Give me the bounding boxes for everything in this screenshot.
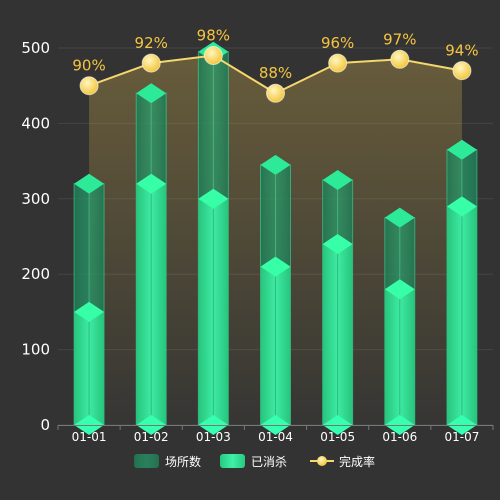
bar-done-cap (384, 279, 415, 300)
rate-point (328, 53, 348, 73)
legend-item-total: 场所数 (134, 454, 201, 469)
bar-group (384, 207, 416, 435)
x-tick-label: 01-07 (444, 430, 479, 444)
bar-group (73, 173, 105, 435)
bar-done-cap (136, 173, 167, 194)
rate-point (79, 76, 99, 96)
bar-total-cap (74, 173, 105, 194)
x-tick-label: 01-02 (134, 430, 169, 444)
legend-swatch-done (220, 454, 245, 468)
bar-group (260, 154, 291, 435)
x-tick-label: 01-05 (320, 430, 355, 444)
y-tick-label: 400 (21, 114, 50, 132)
rate-data-label: 98% (197, 27, 230, 45)
legend-label-rate: 完成率 (339, 454, 375, 469)
bar-group (135, 83, 167, 435)
x-tick-label: 01-06 (382, 430, 417, 444)
bar-group (446, 139, 478, 435)
legend-item-done: 已消杀 (220, 454, 287, 469)
y-axis: 0 100 200 300 400 500 (21, 39, 50, 434)
bar-total-cap (136, 83, 167, 104)
y-tick-label: 500 (21, 39, 50, 57)
bar-group (197, 41, 229, 435)
legend: 场所数 已消杀 完成率 (134, 454, 375, 469)
y-tick-label: 0 (40, 416, 50, 434)
bar-done-cap (446, 196, 477, 217)
rate-data-label: 90% (72, 57, 105, 75)
bar-total-cap (260, 154, 291, 175)
legend-swatch-rate-dot (317, 456, 327, 466)
x-tick-label: 01-01 (72, 430, 107, 444)
rate-line: 90% 92% 98% 88% 96% 97% 94% (72, 27, 479, 103)
bar-done-cap (198, 188, 229, 209)
bar-total-cap (322, 169, 353, 190)
rate-point (452, 61, 472, 81)
rate-point (390, 49, 410, 69)
rate-data-label: 88% (259, 64, 292, 82)
legend-label-done: 已消杀 (251, 454, 287, 469)
bar-total-cap (384, 207, 415, 228)
bar-group (322, 169, 354, 435)
legend-item-rate: 完成率 (310, 454, 375, 469)
rate-point (203, 46, 223, 66)
rate-data-label: 96% (321, 34, 354, 52)
bar-done-cap (322, 234, 353, 255)
rate-point (266, 83, 285, 103)
rate-data-label: 94% (445, 42, 478, 60)
bar-total-cap (446, 139, 477, 160)
legend-label-total: 场所数 (165, 454, 201, 469)
rate-data-label: 97% (383, 30, 416, 48)
y-tick-label: 200 (21, 265, 50, 283)
x-axis: 01-01 01-02 01-03 01-04 01-05 01-06 01-07 (57, 425, 494, 444)
rate-point (141, 53, 161, 73)
bar-done-cap (260, 256, 291, 277)
legend-swatch-total (134, 454, 159, 468)
x-tick-label: 01-03 (196, 430, 231, 444)
y-tick-label: 300 (21, 190, 50, 208)
x-tick-label: 01-04 (258, 430, 293, 444)
rate-data-label: 92% (135, 34, 168, 52)
y-tick-label: 100 (21, 341, 50, 359)
bar-done-cap (74, 301, 105, 322)
